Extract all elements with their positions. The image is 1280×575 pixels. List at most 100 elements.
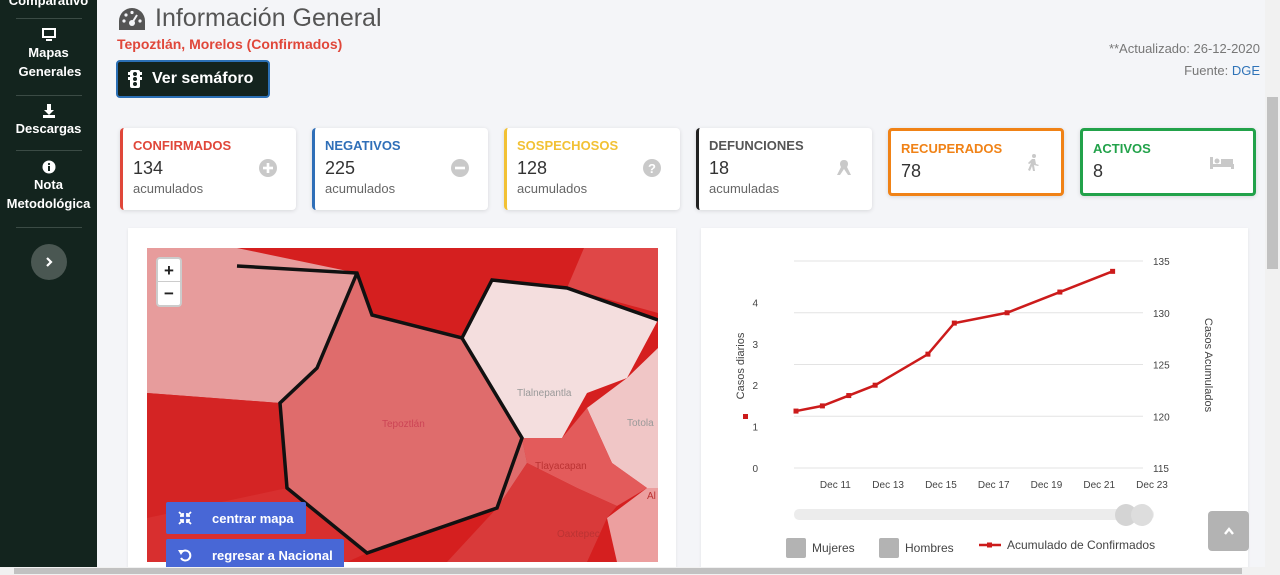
sidebar-item-label: Nota Metodológica — [6, 177, 91, 211]
card-title: DEFUNCIONES — [709, 138, 804, 153]
legend-item-mujeres[interactable]: Mujeres — [786, 538, 855, 558]
sidebar-item-nota-metodologica[interactable]: Nota Metodológica — [0, 160, 97, 213]
undo-icon — [178, 549, 192, 562]
legend-swatch — [879, 538, 899, 558]
horizontal-scrollbar[interactable] — [0, 567, 1265, 575]
y-right-tick-label: 120 — [1153, 412, 1170, 423]
card-title: NEGATIVOS — [325, 138, 401, 153]
legend-line-swatch — [979, 542, 1001, 548]
y-left-tick-label: 4 — [752, 298, 758, 309]
y-left-axis-marker — [743, 414, 748, 419]
vertical-scrollbar[interactable] — [1265, 0, 1280, 575]
legend-label: Mujeres — [812, 541, 855, 555]
zoom-out-button[interactable]: − — [164, 284, 174, 303]
sidebar-item-mapas-generales[interactable]: Mapas Generales — [0, 28, 97, 81]
data-point — [925, 351, 931, 357]
card-value: 134 — [133, 158, 164, 178]
traffic-light-icon — [128, 70, 142, 88]
sidebar-item-label: Comparativo — [8, 0, 89, 8]
scrollbar-thumb[interactable] — [1267, 97, 1278, 269]
x-tick-label: Dec 17 — [978, 480, 1010, 491]
data-point — [951, 320, 957, 326]
card-title: RECUPERADOS — [901, 141, 1003, 156]
legend-item-hombres[interactable]: Hombres — [879, 538, 954, 558]
card-value: 8 — [1093, 161, 1104, 181]
divider — [16, 150, 82, 151]
card-activos: ACTIVOS 8 — [1080, 128, 1256, 196]
card-defunciones: DEFUNCIONES 18 acumuladas — [696, 128, 872, 210]
sidebar-item-label: Descargas — [15, 121, 82, 136]
divider — [16, 95, 82, 96]
choropleth-map: Tlalnepantla Totola Tepoztlán Tlayacapan… — [147, 248, 658, 562]
national-button[interactable]: regresar a Nacional — [166, 539, 344, 571]
monitor-icon — [41, 28, 56, 41]
y-left-tick-label: 1 — [752, 423, 758, 434]
ver-semaforo-label: Ver semáforo — [152, 70, 254, 87]
sidebar-item-comparativo[interactable]: Comparativo — [0, 0, 97, 10]
cases-chart: 115 120 125 130 135 0 1 2 3 4 Dec 11 Dec 13 Dec 15 De… — [735, 257, 1214, 526]
map-label-totola: Totola — [627, 418, 654, 429]
card-value: 18 — [709, 158, 730, 178]
compress-icon — [178, 511, 192, 525]
card-recuperados: RECUPERADOS 78 — [888, 128, 1064, 196]
legend-label: Hombres — [905, 541, 954, 555]
center-map-label: centrar mapa — [212, 510, 294, 526]
zoom-control: + − — [156, 257, 182, 307]
card-title: ACTIVOS — [1093, 141, 1151, 156]
map-label-tlayacapan: Tlayacapan — [535, 461, 587, 472]
info-icon — [42, 160, 55, 174]
ver-semaforo-button[interactable]: Ver semáforo — [116, 60, 270, 98]
y-left-tick-label: 3 — [752, 340, 758, 351]
map-label-tepoztlan: Tepoztlán — [382, 419, 425, 430]
divider — [16, 18, 82, 19]
chevron-up-icon — [1223, 527, 1234, 535]
scrollbar-thumb[interactable] — [14, 568, 1242, 574]
national-button-label: regresar a Nacional — [212, 547, 333, 563]
data-point — [819, 403, 825, 409]
card-title: SOSPECHOSOS — [517, 138, 619, 153]
zoom-in-button[interactable]: + — [158, 259, 180, 282]
card-value: 78 — [901, 161, 922, 181]
update-info: **Actualizado: 26-12-2020 Fuente: DGE — [1109, 38, 1260, 82]
data-point — [1057, 289, 1063, 295]
bed-icon — [1210, 157, 1234, 169]
divider — [16, 227, 82, 228]
map-label-al: Al — [647, 491, 656, 502]
y-right-tick-label: 130 — [1153, 309, 1170, 320]
map-label-oaxtepec: Oaxtepec — [557, 529, 600, 540]
source-label: Fuente: — [1184, 63, 1229, 78]
card-sub: acumulados — [517, 181, 588, 196]
x-tick-label: Dec 19 — [1031, 480, 1063, 491]
minus-circle-icon — [451, 159, 469, 177]
svg-text:?: ? — [648, 161, 656, 176]
download-icon — [42, 104, 55, 118]
data-point — [872, 382, 878, 388]
updated-date: **Actualizado: 26-12-2020 — [1108, 41, 1260, 56]
card-value: 128 — [517, 158, 548, 178]
chevron-right-icon — [46, 257, 53, 267]
page-subtitle: Tepoztlán, Morelos (Confirmados) — [117, 36, 343, 52]
range-slider-track — [794, 509, 1154, 520]
legend-item-acumulado[interactable]: Acumulado de Confirmados — [979, 538, 1155, 552]
page-title: Información General — [117, 4, 382, 33]
x-tick-label: Dec 11 — [820, 480, 851, 491]
ribbon-icon — [837, 160, 851, 175]
data-point — [846, 393, 852, 399]
source-link[interactable]: DGE — [1231, 63, 1260, 78]
scroll-to-top-button[interactable] — [1208, 511, 1249, 551]
map-label-tlalnepantla: Tlalnepantla — [517, 388, 572, 399]
source-line: Fuente: DGE — [1109, 60, 1260, 82]
card-sub: acumulados — [325, 181, 396, 196]
card-sub: acumulados — [133, 181, 204, 196]
y-right-tick-label: 135 — [1153, 257, 1170, 268]
sidebar: Comparativo Mapas Generales Descargas No… — [0, 0, 97, 575]
card-sospechosos: SOSPECHOSOS 128 acumulados ? — [504, 128, 680, 210]
card-sub: acumuladas — [709, 181, 780, 196]
sidebar-item-descargas[interactable]: Descargas — [0, 104, 97, 138]
x-tick-label: Dec 23 — [1136, 480, 1168, 491]
sidebar-item-label: Mapas Generales — [18, 45, 82, 79]
plus-circle-icon — [259, 159, 277, 177]
data-point — [1110, 268, 1116, 274]
center-map-button[interactable]: centrar mapa — [166, 502, 306, 534]
sidebar-toggle-button[interactable] — [31, 244, 67, 280]
